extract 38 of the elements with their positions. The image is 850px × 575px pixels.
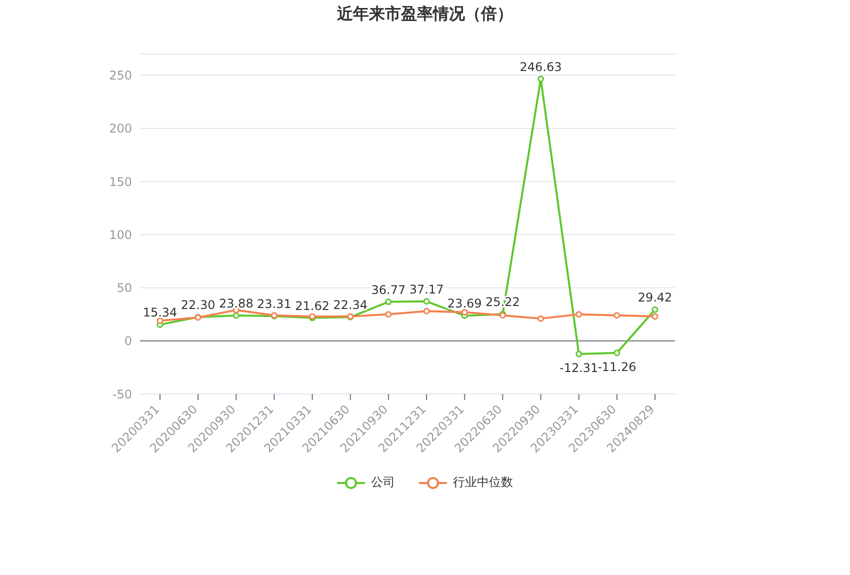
data-label: 23.69 xyxy=(447,296,482,311)
point xyxy=(614,312,620,319)
point xyxy=(232,312,240,319)
legend-label: 公司 xyxy=(371,474,395,491)
y-tick-label: 0 xyxy=(124,334,132,348)
y-tick-label: -50 xyxy=(112,387,132,402)
y-tick-label: 50 xyxy=(116,281,132,296)
y-tick-label: 100 xyxy=(109,228,132,242)
point xyxy=(652,306,658,313)
y-tick-label: 250 xyxy=(109,68,132,83)
point xyxy=(423,308,430,314)
point xyxy=(614,350,620,356)
point xyxy=(156,317,164,324)
data-label: 246.63 xyxy=(520,60,562,74)
data-label: 22.30 xyxy=(180,298,216,312)
legend-label: 行业中位数 xyxy=(453,474,513,491)
data-label: 21.62 xyxy=(295,298,330,313)
point xyxy=(461,308,468,316)
point xyxy=(385,311,392,318)
point xyxy=(423,298,430,305)
data-label: 23.31 xyxy=(257,297,292,312)
data-label: 29.42 xyxy=(638,290,672,305)
point xyxy=(538,315,544,322)
data-label: 23.88 xyxy=(218,296,254,311)
point xyxy=(576,311,582,318)
data-label: 36.77 xyxy=(371,282,406,297)
data-label: -12.31 xyxy=(560,360,598,375)
data-label: 37.17 xyxy=(409,282,444,296)
data-label: 15.34 xyxy=(142,306,178,320)
y-tick-label: 200 xyxy=(109,122,132,136)
data-label: -11.26 xyxy=(598,360,636,374)
y-tick-label: 150 xyxy=(109,174,132,189)
point xyxy=(576,350,582,358)
point xyxy=(652,313,658,320)
data-label: 22.34 xyxy=(333,298,368,312)
point xyxy=(538,76,544,82)
point xyxy=(385,298,392,306)
chart-title: 近年来市盈率情况（倍） xyxy=(336,4,514,25)
